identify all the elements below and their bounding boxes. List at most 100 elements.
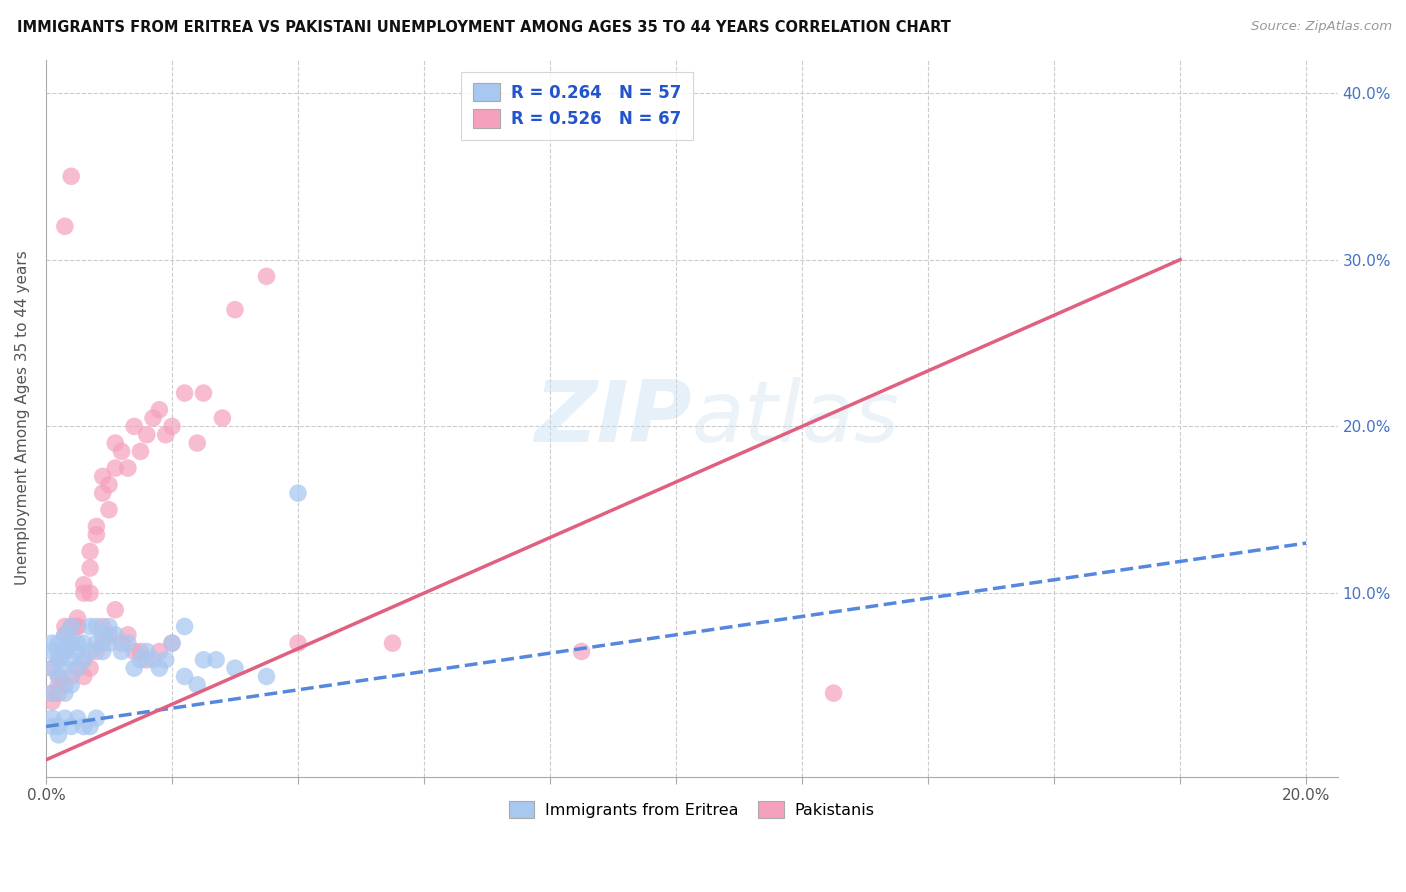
Text: Source: ZipAtlas.com: Source: ZipAtlas.com — [1251, 20, 1392, 33]
Point — [41, 686, 63, 700]
Point — [79, 719, 101, 733]
Point — [98, 619, 121, 633]
Point — [148, 402, 170, 417]
Point — [287, 486, 309, 500]
Point — [110, 636, 132, 650]
Point — [48, 669, 70, 683]
Point — [571, 644, 593, 658]
Point — [53, 619, 76, 633]
Point — [79, 661, 101, 675]
Point — [193, 386, 215, 401]
Point — [41, 661, 63, 675]
Point — [86, 519, 108, 533]
Text: ZIP: ZIP — [534, 376, 692, 459]
Point — [129, 444, 152, 458]
Point — [104, 436, 127, 450]
Point — [73, 719, 96, 733]
Point — [53, 661, 76, 675]
Point — [129, 653, 152, 667]
Point — [66, 611, 89, 625]
Point — [211, 411, 233, 425]
Point — [104, 461, 127, 475]
Point — [135, 653, 157, 667]
Point — [98, 477, 121, 491]
Point — [110, 444, 132, 458]
Point — [91, 486, 114, 500]
Point — [53, 219, 76, 234]
Point — [53, 628, 76, 642]
Point — [48, 669, 70, 683]
Point — [66, 711, 89, 725]
Point — [66, 619, 89, 633]
Point — [48, 636, 70, 650]
Point — [41, 719, 63, 733]
Point — [117, 628, 139, 642]
Point — [41, 694, 63, 708]
Point — [91, 628, 114, 642]
Point — [73, 578, 96, 592]
Point — [98, 628, 121, 642]
Point — [66, 661, 89, 675]
Point — [48, 653, 70, 667]
Point — [110, 644, 132, 658]
Point — [122, 644, 145, 658]
Point — [79, 619, 101, 633]
Point — [160, 419, 183, 434]
Point — [53, 628, 76, 642]
Point — [122, 661, 145, 675]
Text: atlas: atlas — [692, 376, 900, 459]
Point — [823, 686, 845, 700]
Point — [60, 653, 83, 667]
Point — [41, 636, 63, 650]
Point — [160, 636, 183, 650]
Point — [173, 386, 195, 401]
Point — [186, 678, 208, 692]
Point — [122, 419, 145, 434]
Point — [193, 653, 215, 667]
Point — [173, 669, 195, 683]
Point — [41, 711, 63, 725]
Point — [66, 619, 89, 633]
Point — [86, 636, 108, 650]
Point — [142, 411, 165, 425]
Point — [129, 644, 152, 658]
Point — [117, 461, 139, 475]
Point — [48, 678, 70, 692]
Point — [224, 302, 246, 317]
Point — [79, 544, 101, 558]
Point — [60, 169, 83, 184]
Point — [60, 636, 83, 650]
Point — [91, 644, 114, 658]
Point — [41, 661, 63, 675]
Point — [53, 644, 76, 658]
Point — [60, 678, 83, 692]
Point — [73, 586, 96, 600]
Point — [135, 427, 157, 442]
Point — [60, 669, 83, 683]
Point — [48, 653, 70, 667]
Point — [48, 644, 70, 658]
Point — [41, 686, 63, 700]
Legend: Immigrants from Eritrea, Pakistanis: Immigrants from Eritrea, Pakistanis — [501, 793, 883, 826]
Text: IMMIGRANTS FROM ERITREA VS PAKISTANI UNEMPLOYMENT AMONG AGES 35 TO 44 YEARS CORR: IMMIGRANTS FROM ERITREA VS PAKISTANI UNE… — [17, 20, 950, 35]
Point — [60, 719, 83, 733]
Point — [60, 636, 83, 650]
Point — [48, 719, 70, 733]
Point — [256, 669, 278, 683]
Point — [73, 636, 96, 650]
Point — [86, 644, 108, 658]
Point — [155, 653, 177, 667]
Point — [73, 653, 96, 667]
Point — [60, 619, 83, 633]
Point — [53, 644, 76, 658]
Point — [53, 686, 76, 700]
Point — [160, 636, 183, 650]
Point — [104, 603, 127, 617]
Point — [48, 728, 70, 742]
Point — [73, 653, 96, 667]
Point — [135, 644, 157, 658]
Point — [79, 586, 101, 600]
Point — [256, 269, 278, 284]
Point — [104, 628, 127, 642]
Point — [86, 619, 108, 633]
